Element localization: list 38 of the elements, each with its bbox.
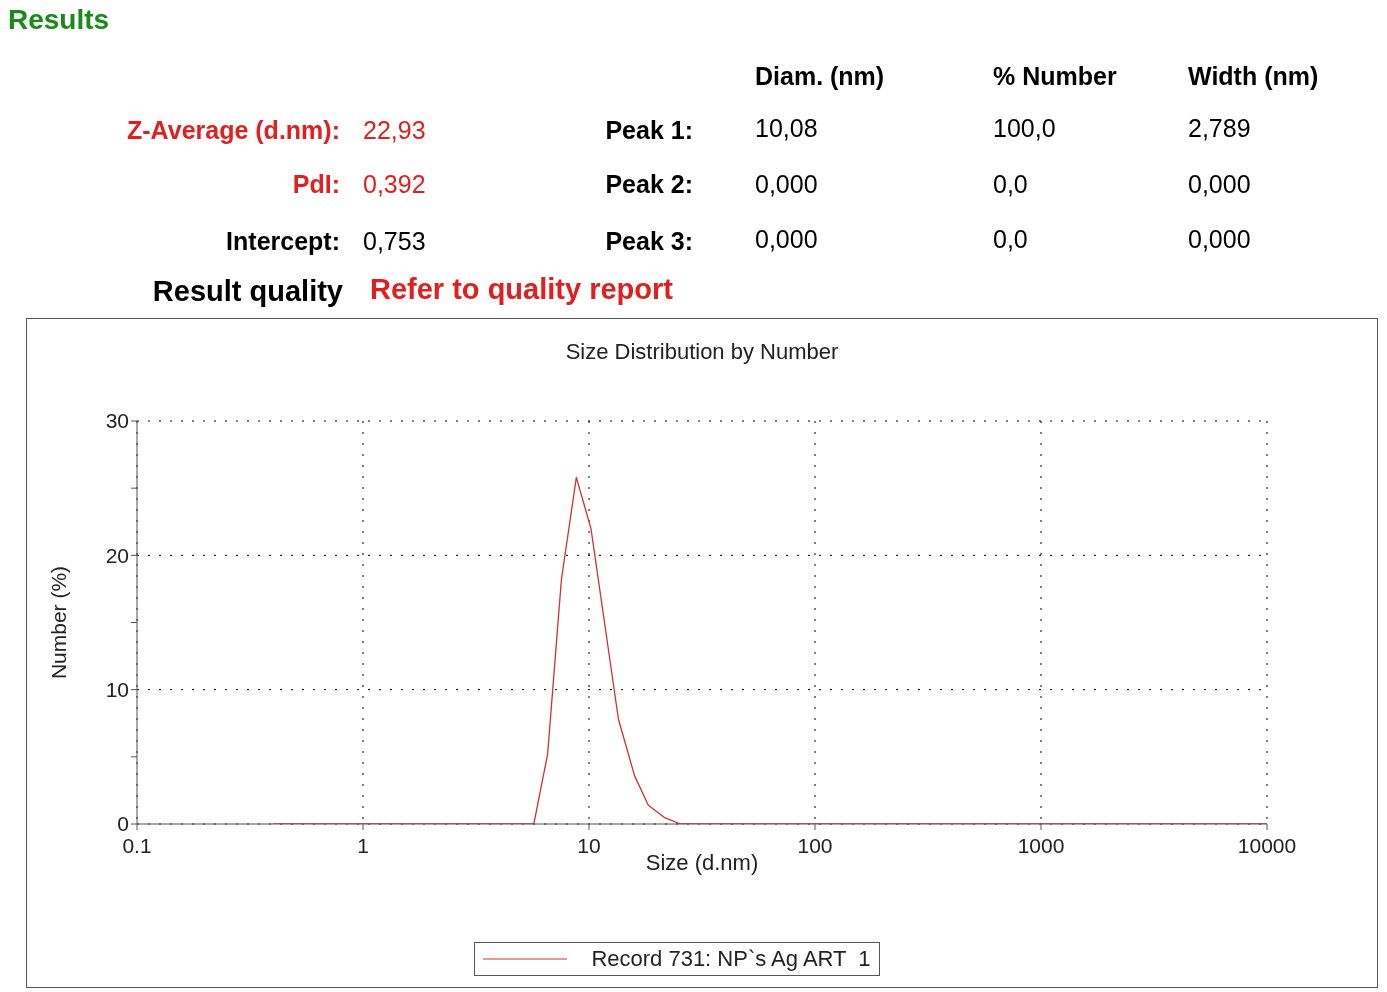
text: 0,753	[363, 227, 426, 256]
y-tick-label: 0	[117, 812, 129, 836]
text: Z-Average (d.nm):	[127, 116, 340, 145]
x-tick-label: 0.1	[122, 833, 152, 857]
chart-title: Size Distribution by Number	[564, 339, 840, 365]
text: Diam. (nm)	[755, 62, 885, 91]
text: % Number	[993, 62, 1117, 91]
y-axis-title: Number (%)	[47, 565, 71, 680]
text: Peak 3:	[605, 227, 693, 256]
text: 10,08	[755, 114, 818, 143]
x-tick-label: 1	[357, 833, 369, 857]
text: 0,392	[363, 170, 426, 199]
x-tick-label: 100	[797, 833, 833, 857]
text: 0,0	[993, 170, 1028, 199]
legend-label: Record 731: NP`s Ag ART 1	[591, 946, 871, 972]
y-tick-label: 20	[105, 543, 129, 567]
text: 0,000	[755, 170, 818, 199]
text: 0,000	[1188, 225, 1251, 254]
text: Results	[8, 4, 110, 36]
text: 0,000	[755, 225, 818, 254]
text: Intercept:	[226, 227, 340, 256]
text: 0,000	[1188, 170, 1251, 199]
text: Peak 1:	[605, 116, 693, 145]
y-tick-label: 10	[105, 678, 129, 702]
text: 0,0	[993, 225, 1028, 254]
text: Refer to quality report	[370, 273, 673, 306]
x-tick-label: 1000	[1017, 833, 1065, 857]
x-tick-label: 10000	[1237, 833, 1297, 857]
text: 22,93	[363, 116, 426, 145]
text: Width (nm)	[1188, 62, 1319, 91]
text: PdI:	[292, 170, 340, 199]
x-axis-title: Size (d.nm)	[645, 850, 759, 875]
text: Result quality	[152, 275, 343, 308]
text: 2,789	[1188, 114, 1251, 143]
x-tick-label: 10	[577, 833, 601, 857]
text: 100,0	[993, 114, 1056, 143]
text: Peak 2:	[605, 170, 693, 199]
y-tick-label: 30	[105, 409, 129, 433]
